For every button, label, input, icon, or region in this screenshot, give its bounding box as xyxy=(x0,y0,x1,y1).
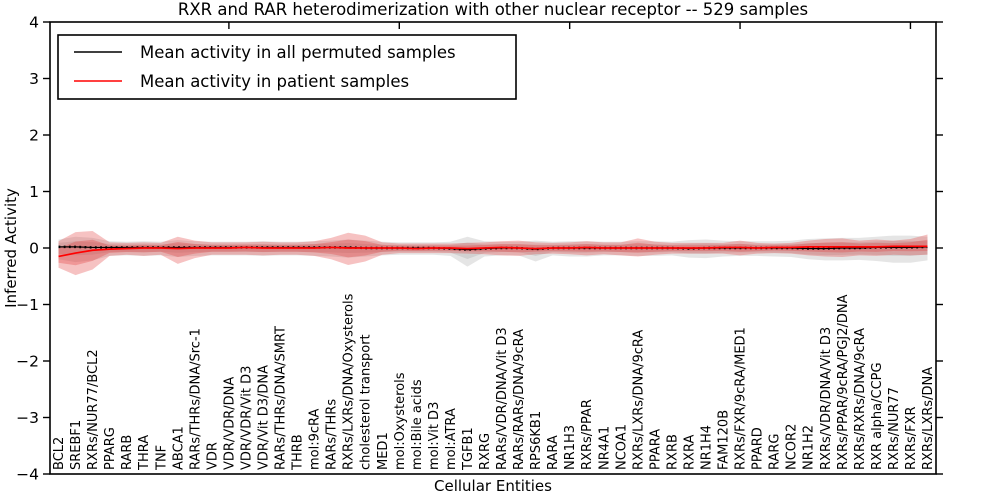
x-tick-label: ABCA1 xyxy=(171,426,186,470)
x-tick-label: RXRs/RXRs/DNA/9cRA xyxy=(853,328,868,470)
y-tick-label: −4 xyxy=(16,466,39,484)
x-tick-label: RARs/RARs/DNA/9cRA xyxy=(512,329,527,470)
x-tick-label: RXRs/PPAR xyxy=(580,399,595,470)
x-tick-label: RXRs/NUR77 xyxy=(887,387,902,470)
x-tick-label: NCOR2 xyxy=(785,424,800,470)
chart-title: RXR and RAR heterodimerization with othe… xyxy=(178,0,808,19)
x-tick-label: RARs/VDR/DNA/Vit D3 xyxy=(495,327,510,470)
x-tick-label: RARG xyxy=(768,433,783,470)
x-tick-label: RXRA xyxy=(682,435,697,470)
y-tick-label: 0 xyxy=(29,240,39,258)
x-tick-label: RXRs/LXRs/DNA/9cRA xyxy=(631,330,646,470)
y-tick-label: 4 xyxy=(29,14,39,32)
y-tick-label: 3 xyxy=(29,70,39,88)
y-tick-label: 1 xyxy=(29,183,39,201)
y-axis-label: Inferred Activity xyxy=(2,188,20,308)
x-tick-label: RXRB xyxy=(665,434,680,470)
x-axis-label: Cellular Entities xyxy=(434,477,552,495)
x-tick-label: NR1H2 xyxy=(802,425,817,470)
x-tick-label: RARs/THRs/DNA/SMRT xyxy=(274,326,289,470)
x-tick-labels: BCL2 SREBF1 RXRs/NUR77/BCL2 PPARG RARB THRA TN… xyxy=(52,293,936,471)
y-tick-label: −3 xyxy=(16,409,39,427)
x-tick-label: VDR xyxy=(205,442,220,470)
x-tick-label: RXRs/LXRs/DNA xyxy=(921,367,936,470)
x-tick-label: NCOA1 xyxy=(614,424,629,470)
x-tick-label: MED1 xyxy=(376,432,391,470)
x-tick-label: RARs/THRs/DNA/Src-1 xyxy=(188,328,203,470)
legend-label-patient: Mean activity in patient samples xyxy=(140,72,409,91)
axes-ticks: −4 −3 −2 −1 0 1 2 3 4 xyxy=(16,14,943,484)
x-tick-label: mol:9cRA xyxy=(308,408,323,470)
legend: Mean activity in all permuted samples Me… xyxy=(57,34,517,100)
x-tick-label: RXRs/LXRs/DNA/Oxysterols xyxy=(342,293,357,470)
x-tick-label: RARs/THRs xyxy=(325,399,340,470)
permuted-band-inner xyxy=(58,240,928,260)
x-tick-label: RXRs/PPAR/9cRA/PGJ2/DNA xyxy=(836,294,851,470)
x-tick-label: RXRs/FXR xyxy=(904,406,919,470)
x-tick-label: NR1H3 xyxy=(563,425,578,470)
x-tick-label: THRB xyxy=(291,434,306,471)
mean-lines xyxy=(58,245,928,258)
y-tick-label: 2 xyxy=(29,127,39,145)
x-tick-label: cholesterol transport xyxy=(359,334,374,470)
plot-frame xyxy=(49,21,937,475)
x-tick-label: BCL2 xyxy=(52,437,67,470)
x-tick-label: RXR alpha/CCPG xyxy=(870,362,885,470)
x-tick-label: mol:Oxysterols xyxy=(393,372,408,470)
x-tick-label: RXRs/VDR/DNA/Vit D3 xyxy=(819,327,834,470)
x-tick-label: TNF xyxy=(154,445,169,471)
patient-band-outer xyxy=(58,231,928,276)
x-tick-label: RPS6KB1 xyxy=(529,411,544,470)
patient-band-inner xyxy=(58,239,928,266)
x-tick-label: RXRs/FXR/9cRA/MED1 xyxy=(734,327,749,470)
x-tick-label: VDR/VDR/DNA xyxy=(222,377,237,470)
x-tick-label: NR4A1 xyxy=(597,426,612,470)
x-tick-label: PPARD xyxy=(751,427,766,470)
x-tick-label: RARA xyxy=(546,435,561,470)
y-tick-label: −2 xyxy=(16,353,39,371)
x-tick-label: mol:Vit D3 xyxy=(427,402,442,470)
legend-label-permuted: Mean activity in all permuted samples xyxy=(140,43,456,62)
y-tick-label: −1 xyxy=(16,296,39,314)
x-tick-label: mol:Bile acids xyxy=(410,379,425,470)
permuted-band-outer xyxy=(58,235,928,267)
x-tick-label: PPARG xyxy=(103,427,118,470)
x-tick-label: RXRs/NUR77/BCL2 xyxy=(86,349,101,470)
x-tick-label: RXRG xyxy=(478,433,493,470)
x-tick-label: VDR/VDR/Vit D3 xyxy=(239,366,254,470)
x-tick-label: PPARA xyxy=(648,429,663,470)
x-tick-label: SREBF1 xyxy=(69,420,84,470)
x-tick-label: THRA xyxy=(137,435,152,471)
x-tick-label: FAM120B xyxy=(717,410,732,470)
patient-mean-line xyxy=(58,245,928,258)
x-tick-label: RARB xyxy=(120,435,135,470)
x-tick-label: NR1H4 xyxy=(699,425,714,470)
x-tick-label: mol:ATRA xyxy=(444,408,459,470)
x-tick-label: VDR/Vit D3/DNA xyxy=(256,365,271,470)
x-tick-label: TGFB1 xyxy=(461,427,476,471)
legend-box xyxy=(57,34,517,100)
confidence-bands xyxy=(58,231,928,276)
